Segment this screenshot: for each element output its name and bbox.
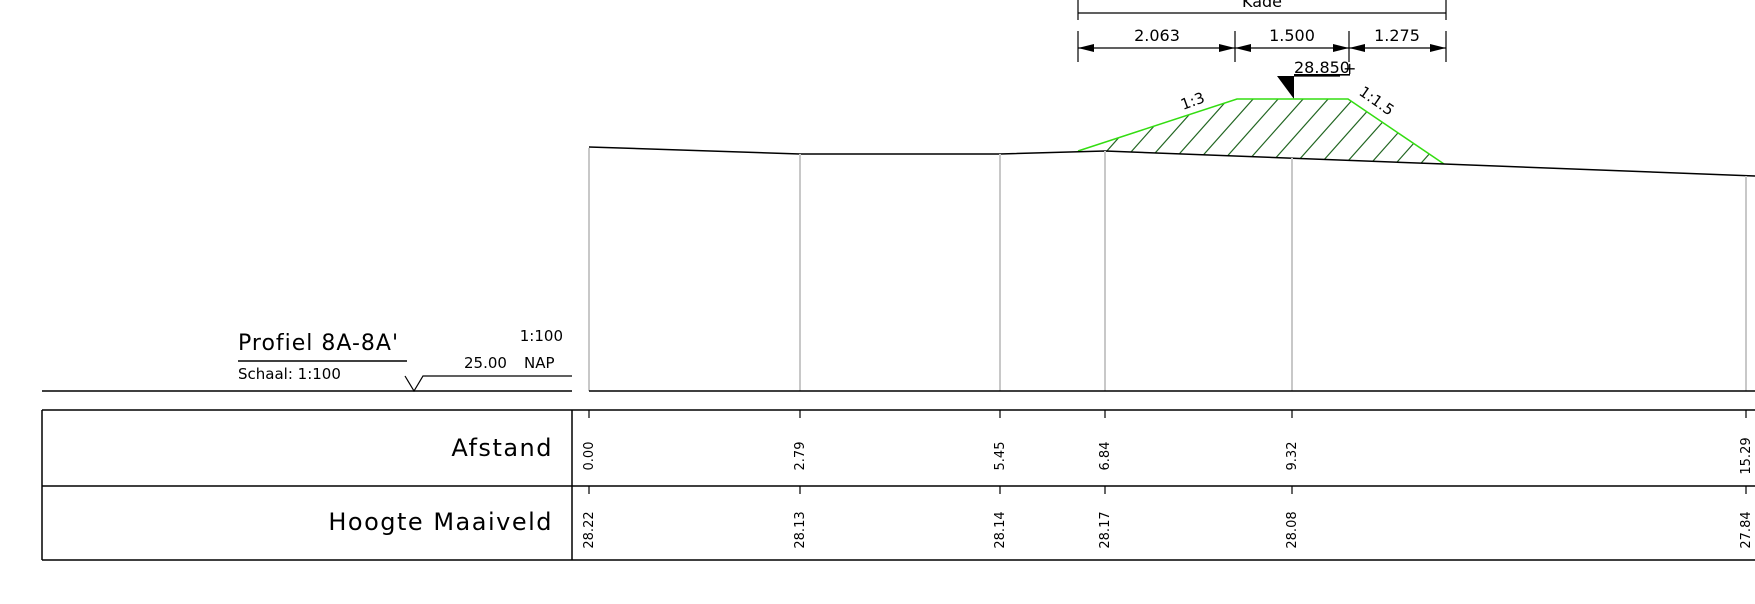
column-4: 9.32 28.08 [1285, 410, 1300, 549]
profile-subtitle: Schaal: 1:100 [238, 365, 341, 383]
row-label-hoogte: Hoogte Maaiveld [328, 508, 553, 536]
reference-unit: NAP [524, 354, 555, 372]
distance-value: 2.79 [793, 442, 808, 471]
crest-level: 28.850 [1294, 58, 1350, 77]
distance-value: 5.45 [993, 442, 1008, 471]
column-1: 2.79 28.13 [793, 410, 808, 549]
dim-left: 2.063 [1134, 26, 1180, 45]
dim-crest: 1.500 [1269, 26, 1315, 45]
distance-value: 15.29 [1739, 437, 1754, 474]
height-value: 28.17 [1098, 511, 1113, 548]
column-0: 0.00 28.22 [582, 410, 597, 549]
column-values: 0.00 28.22 2.79 28.13 5.45 28.14 6.84 28… [582, 410, 1754, 549]
distance-value: 6.84 [1098, 442, 1113, 471]
column-3: 6.84 28.17 [1098, 410, 1113, 549]
data-table [41, 409, 1755, 561]
height-value: 28.13 [793, 511, 808, 548]
height-value: 28.08 [1285, 511, 1300, 548]
reference-level: 25.00 [464, 354, 507, 372]
dim-right: 1.275 [1374, 26, 1420, 45]
height-value: 28.14 [993, 511, 1008, 548]
column-5: 15.29 27.84 [1739, 410, 1754, 549]
distance-value: 9.32 [1285, 442, 1300, 471]
scale-right: 1:100 [520, 327, 563, 345]
kade-label: Kade [1242, 0, 1282, 11]
row-label-afstand: Afstand [451, 434, 553, 462]
slope-right: 1:1.5 [1356, 83, 1398, 120]
height-value: 27.84 [1739, 511, 1754, 548]
crest-level-marker: 28.850 + [1277, 58, 1356, 99]
distance-value: 0.00 [582, 442, 597, 471]
ground-line [588, 146, 1755, 177]
profile-title: Profiel 8A-8A' [238, 331, 399, 356]
column-2: 5.45 28.14 [993, 410, 1008, 549]
height-value: 28.22 [582, 511, 597, 548]
vertical-gridlines [588, 148, 1747, 391]
svg-text:+: + [1343, 59, 1356, 78]
kade-sub-dimensions: 2.063 1.500 1.275 [1077, 26, 1447, 62]
kade-body: 1:3 1:1.5 [1077, 83, 1445, 165]
kade-dimension: Kade [1077, 0, 1447, 20]
level-symbol [404, 375, 572, 393]
